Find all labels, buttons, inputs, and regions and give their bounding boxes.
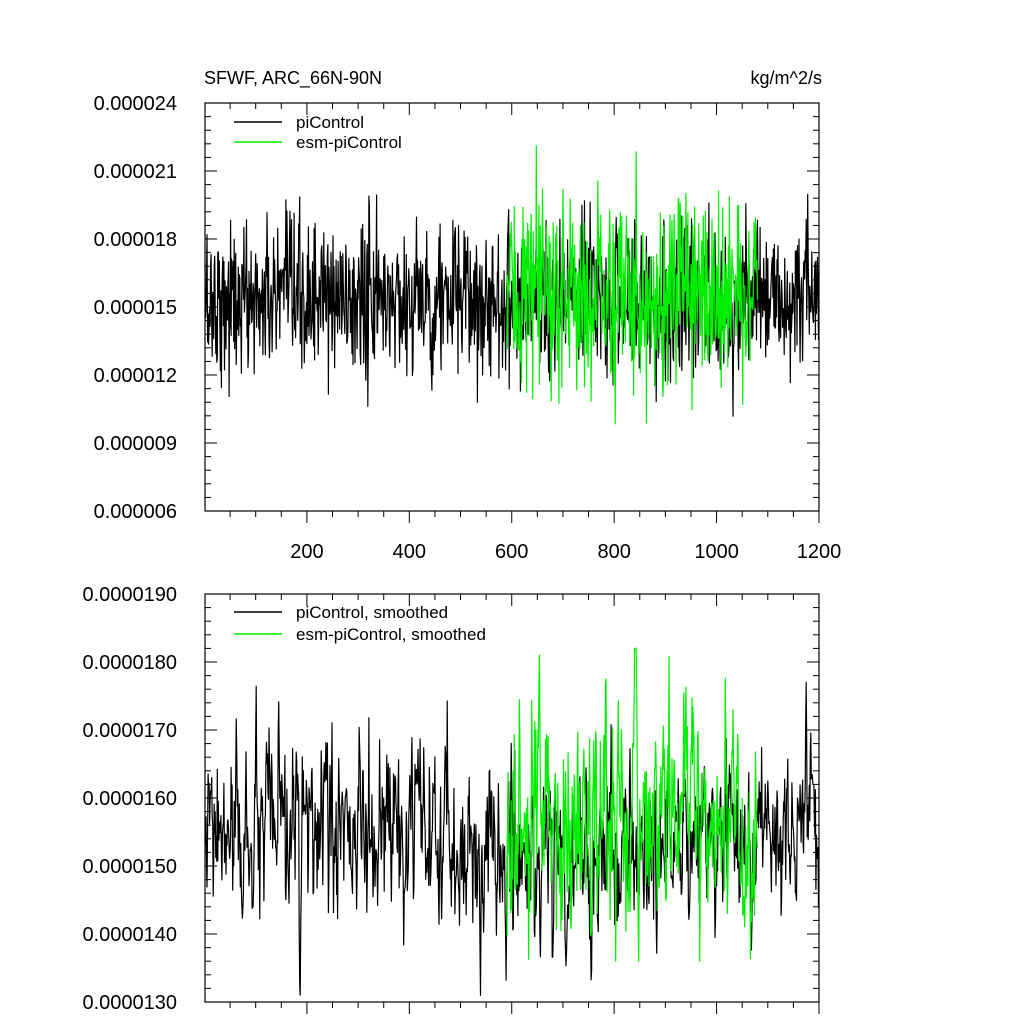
bottom-panel-legend: piControl, smoothed esm-piControl, smoot… — [234, 603, 486, 644]
bottom-panel-frame — [204, 593, 820, 1003]
y-tick-label: 0.0000170 — [82, 720, 177, 742]
y-tick-label: 0.0000130 — [82, 992, 177, 1014]
x-tick-label: 800 — [597, 541, 630, 563]
top-panel-title: SFWF, ARC_66N-90N — [204, 68, 382, 89]
y-tick-label: 0.0000180 — [82, 652, 177, 674]
y-tick-label: 0.000021 — [94, 161, 177, 183]
y-tick-label: 0.000024 — [94, 93, 177, 115]
y-tick-label: 0.000006 — [94, 501, 177, 523]
bottom-panel-series — [204, 647, 820, 996]
legend-label-esm-picontrol-smoothed: esm-piControl, smoothed — [296, 625, 486, 644]
y-tick-label: 0.0000150 — [82, 856, 177, 878]
x-tick-label: 400 — [393, 541, 426, 563]
y-tick-label: 0.000018 — [94, 229, 177, 251]
top-panel-series — [204, 145, 820, 425]
series-line-picontrol-smoothed — [204, 681, 820, 996]
y-tick-label: 0.0000160 — [82, 788, 177, 810]
top-panel-units: kg/m^2/s — [751, 68, 822, 88]
x-tick-label: 200 — [290, 541, 323, 563]
legend-label-picontrol: piControl — [296, 113, 364, 132]
y-tick-label: 0.0000190 — [82, 584, 177, 606]
series-line-esm-picontrol — [506, 145, 759, 425]
top-panel-ticks: 0.000006 0.000009 0.000012 0.000015 0.000018… — [94, 93, 842, 563]
x-tick-label: 600 — [495, 541, 528, 563]
y-tick-label: 0.0000140 — [82, 924, 177, 946]
top-panel: SFWF, ARC_66N-90N kg/m^2/s 0.0000060.000… — [94, 68, 842, 563]
y-tick-label: 0.000015 — [94, 297, 177, 319]
series-line-picontrol — [204, 193, 820, 417]
top-panel-legend: piControl esm-piControl — [234, 113, 402, 152]
bottom-panel: 0.0000130 0.0000140 0.0000150 0.0000160 0.00… — [82, 584, 820, 1014]
x-tick-label: 1000 — [694, 541, 739, 563]
top-panel-frame — [204, 102, 820, 512]
y-tick-label: 0.000009 — [94, 433, 177, 455]
legend-label-esm-picontrol: esm-piControl — [296, 133, 402, 152]
y-tick-label: 0.000012 — [94, 365, 177, 387]
series-line-esm-picontrol-smoothed — [506, 647, 759, 962]
legend-label-picontrol-smoothed: piControl, smoothed — [296, 603, 448, 622]
x-tick-label: 1200 — [797, 541, 842, 563]
